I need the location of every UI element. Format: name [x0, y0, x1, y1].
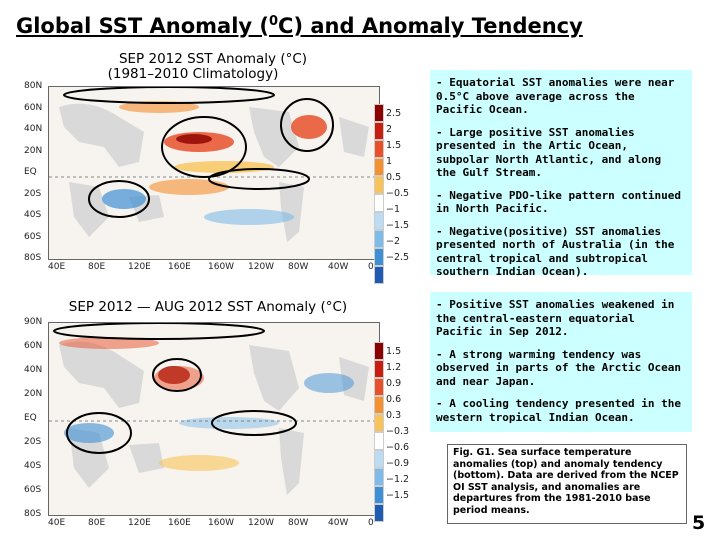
- latitude-label: 80S: [24, 509, 42, 519]
- colorbar-swatch: [374, 212, 384, 230]
- colorbar-label: −1.5: [386, 490, 410, 501]
- latitude-label: 40N: [24, 365, 43, 375]
- map-plot: [48, 322, 380, 516]
- colorbar-label: 1.5: [386, 346, 402, 357]
- longitude-label: 80W: [288, 262, 309, 272]
- latitude-label: 80S: [24, 253, 42, 263]
- colorbar-label: −1: [386, 204, 401, 215]
- colorbar-swatch: [374, 486, 384, 504]
- colorbar-label: −2: [386, 236, 401, 247]
- map-plot: [48, 86, 380, 260]
- colorbar-swatch: [374, 504, 384, 522]
- finding-item: - Positive SST anomalies weakened in the…: [436, 298, 675, 338]
- longitude-label: 80E: [88, 518, 106, 528]
- longitude-label: 160W: [208, 518, 235, 528]
- colorbar-label: 0.6: [386, 394, 402, 405]
- colorbar-label: 0.9: [386, 378, 402, 389]
- longitude-label: 120W: [248, 262, 275, 272]
- colorbar-label: −0.5: [386, 188, 410, 199]
- longitude-label: 120E: [128, 518, 151, 528]
- map-shading: [49, 87, 379, 259]
- latitude-label: 60S: [24, 231, 42, 242]
- colorbar-swatch: [374, 360, 384, 378]
- colorbar-swatch: [374, 378, 384, 396]
- latitude-label: 60N: [24, 341, 43, 351]
- longitude-label: 80W: [288, 518, 309, 528]
- findings-panel-top: - Equatorial SST anomalies were near 0.5…: [430, 70, 692, 278]
- latitude-label: 80N: [24, 81, 43, 91]
- latitude-label: EQ: [24, 413, 37, 423]
- page-title: Global SST Anomaly (0C) and Anomaly Tend…: [16, 14, 583, 38]
- longitude-label: 0: [368, 518, 374, 528]
- longitude-label: 40E: [48, 518, 66, 528]
- finding-item: - A strong warming tendency was observed…: [436, 347, 682, 388]
- map-subtitle: (1981–2010 Climatology): [107, 66, 279, 82]
- colorbar-swatch: [374, 248, 384, 266]
- colorbar-swatch: [374, 414, 384, 432]
- colorbar-label: 0.5: [386, 172, 402, 183]
- colorbar-swatch: [374, 342, 384, 360]
- colorbar-swatch: [374, 104, 384, 122]
- sst-tendency-map: SEP 2012 — AUG 2012 SST Anomaly (°C) 90N…: [24, 299, 409, 530]
- latitude-label: EQ: [24, 167, 37, 177]
- longitude-label: 0: [368, 262, 374, 272]
- colorbar-label: 1.2: [386, 362, 402, 373]
- colorbar-swatch: [374, 450, 384, 468]
- colorbar: [374, 104, 384, 284]
- findings-panel-bottom: - Positive SST anomalies weakened in the…: [430, 292, 692, 432]
- latitude-label: 20S: [24, 437, 42, 447]
- latitude-label: 40S: [24, 461, 42, 471]
- finding-item: - A cooling tendency presented in the we…: [436, 397, 682, 424]
- colorbar-swatch: [374, 140, 384, 158]
- colorbar-label: −0.3: [386, 426, 410, 437]
- colorbar-swatch: [374, 266, 384, 284]
- colorbar-label: 1: [386, 156, 393, 167]
- latitude-label: 60N: [24, 102, 43, 113]
- colorbar-label: −1.2: [386, 474, 410, 485]
- colorbar-label: 2.5: [386, 108, 402, 119]
- colorbar-swatch: [374, 468, 384, 486]
- colorbar-label: −2.5: [386, 252, 410, 263]
- latitude-label: 20N: [24, 389, 43, 399]
- longitude-label: 160E: [168, 262, 191, 272]
- latitude-label: 20S: [24, 188, 42, 199]
- colorbar-swatch: [374, 194, 384, 212]
- latitude-label: 90N: [24, 317, 43, 327]
- map-title: SEP 2012 — AUG 2012 SST Anomaly (°C): [68, 299, 348, 315]
- finding-item: - Large positive SST anomalies presented…: [436, 125, 662, 180]
- colorbar-swatch: [374, 176, 384, 194]
- longitude-label: 40W: [328, 262, 349, 272]
- colorbar-swatch: [374, 158, 384, 176]
- map-shading: [49, 323, 379, 515]
- longitude-label: 40E: [48, 262, 66, 272]
- longitude-label: 160E: [168, 518, 191, 528]
- longitude-label: 120W: [248, 518, 275, 528]
- colorbar-swatch: [374, 230, 384, 248]
- longitude-label: 80E: [88, 262, 106, 272]
- finding-item: - Equatorial SST anomalies were near 0.5…: [436, 76, 675, 116]
- figure-caption: Fig. G1. Sea surface temperature anomali…: [447, 444, 687, 524]
- longitude-label: 160W: [208, 262, 235, 272]
- sst-anomaly-map: SEP 2012 SST Anomaly (°C) (1981–2010 Cli…: [24, 51, 409, 292]
- page-number: 5: [692, 512, 706, 534]
- colorbar-label: 0.3: [386, 410, 402, 421]
- colorbar-label: −1.5: [386, 220, 410, 231]
- latitude-label: 40N: [24, 124, 43, 134]
- longitude-label: 40W: [328, 518, 349, 528]
- finding-item: - Negative(positive) SST anomalies prese…: [436, 224, 675, 279]
- latitude-label: 20N: [24, 145, 43, 156]
- colorbar: [374, 342, 384, 522]
- longitude-label: 120E: [128, 262, 151, 272]
- finding-item: - Negative PDO-like pattern continued in…: [436, 188, 682, 216]
- colorbar-swatch: [374, 396, 384, 414]
- colorbar-label: 2: [386, 124, 393, 135]
- colorbar-swatch: [374, 432, 384, 450]
- colorbar-swatch: [374, 122, 384, 140]
- latitude-label: 60S: [24, 485, 42, 495]
- latitude-label: 40S: [24, 210, 42, 220]
- colorbar-label: −0.9: [386, 458, 410, 469]
- map-title: SEP 2012 SST Anomaly (°C): [118, 51, 308, 67]
- colorbar-label: 1.5: [386, 140, 402, 151]
- colorbar-label: −0.6: [386, 442, 410, 453]
